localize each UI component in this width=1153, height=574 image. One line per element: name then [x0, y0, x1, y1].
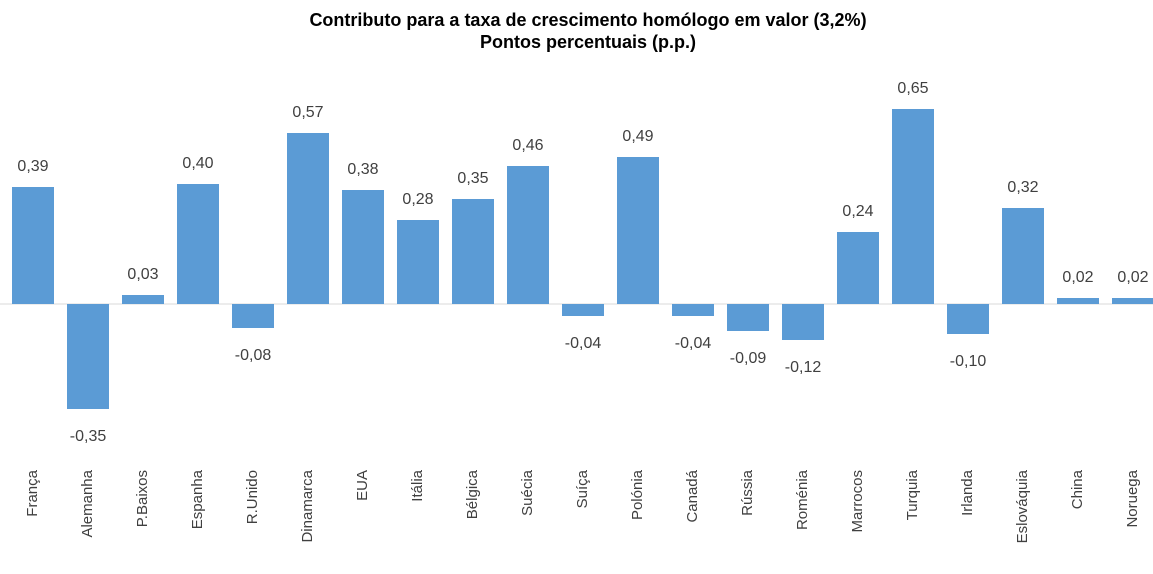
x-tick-label: Rússia — [739, 469, 756, 516]
x-tick-label: Noruega — [1124, 469, 1141, 527]
value-label: 0,49 — [622, 128, 653, 145]
bar — [947, 304, 989, 334]
chart-subtitle: Pontos percentuais (p.p.) — [480, 32, 696, 52]
bar — [177, 184, 219, 304]
value-label: 0,28 — [402, 191, 433, 208]
x-tick-label: Roménia — [794, 469, 811, 530]
value-label: 0,39 — [17, 158, 48, 175]
x-tick-label: França — [24, 469, 41, 516]
value-label: 0,02 — [1062, 269, 1093, 286]
bar — [287, 133, 329, 304]
value-label: 0,24 — [842, 203, 873, 220]
x-tick-label: Suíça — [574, 469, 591, 508]
value-label: 0,57 — [292, 104, 323, 121]
bar — [562, 304, 604, 316]
value-label: -0,04 — [565, 335, 602, 352]
value-label: -0,12 — [785, 359, 822, 376]
value-label: 0,35 — [457, 170, 488, 187]
value-label: 0,02 — [1117, 269, 1148, 286]
bar — [122, 295, 164, 304]
value-label: -0,09 — [730, 350, 767, 367]
x-tick-label: P.Baixos — [134, 470, 151, 527]
value-label: -0,10 — [950, 353, 987, 370]
value-label: 0,32 — [1007, 179, 1038, 196]
bar — [12, 187, 54, 304]
bar — [837, 232, 879, 304]
value-label: 0,38 — [347, 161, 378, 178]
bar — [397, 220, 439, 304]
x-tick-label: Alemanha — [79, 469, 96, 537]
bar — [782, 304, 824, 340]
x-tick-label: Eslováquia — [1014, 469, 1031, 543]
x-tick-label: Itália — [409, 469, 426, 501]
bar — [727, 304, 769, 331]
value-label: -0,35 — [70, 428, 107, 445]
bar — [342, 190, 384, 304]
x-tick-label: China — [1069, 469, 1086, 509]
bar — [232, 304, 274, 328]
bar — [1057, 298, 1099, 304]
value-label: 0,40 — [182, 155, 213, 172]
x-tick-label: Dinamarca — [299, 469, 316, 542]
x-tick-label: R.Unido — [244, 470, 261, 524]
x-tick-label: Bélgica — [464, 469, 481, 519]
x-tick-label: Irlanda — [959, 469, 976, 516]
bar — [672, 304, 714, 316]
value-label: 0,46 — [512, 137, 543, 154]
x-tick-label: Polónia — [629, 469, 646, 520]
x-tick-label: Turquia — [904, 469, 921, 520]
value-label: -0,08 — [235, 347, 272, 364]
bar — [892, 109, 934, 304]
value-label: 0,65 — [897, 80, 928, 97]
value-label: -0,04 — [675, 335, 712, 352]
bar — [67, 304, 109, 409]
chart-title: Contributo para a taxa de crescimento ho… — [309, 10, 866, 30]
bar — [617, 157, 659, 304]
bar — [507, 166, 549, 304]
value-label: 0,03 — [127, 266, 158, 283]
x-tick-label: Marrocos — [849, 470, 866, 533]
bar — [1002, 208, 1044, 304]
x-tick-label: Suécia — [519, 469, 536, 516]
bar — [452, 199, 494, 304]
bar — [1112, 298, 1153, 304]
x-tick-label: EUA — [354, 470, 371, 501]
x-tick-label: Canadá — [684, 469, 701, 522]
x-tick-label: Espanha — [189, 469, 206, 529]
